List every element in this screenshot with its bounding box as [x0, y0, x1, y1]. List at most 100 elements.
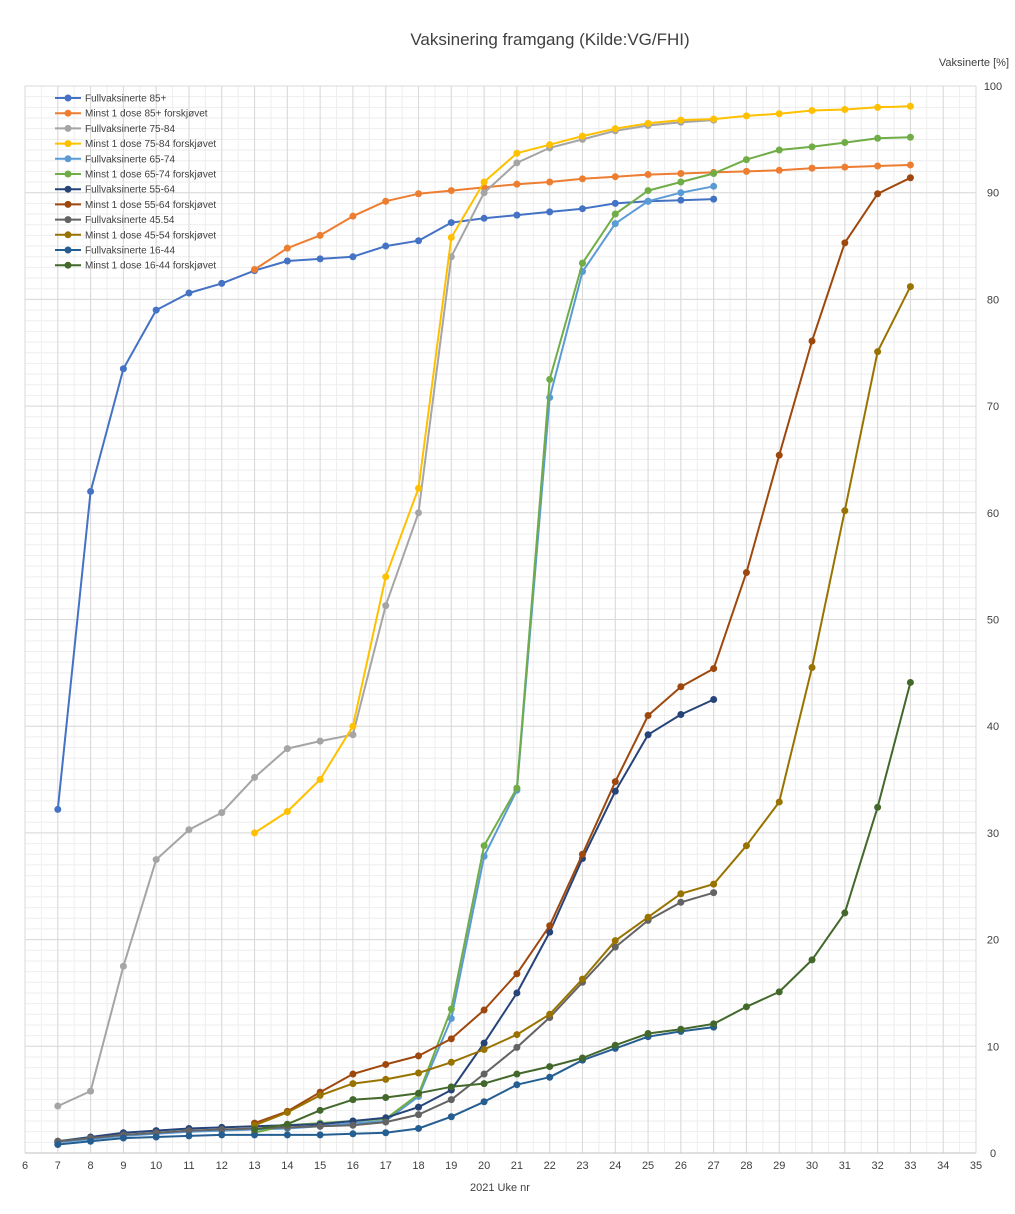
x-tick-label: 20	[478, 1160, 490, 1172]
data-point	[480, 1006, 488, 1014]
data-point	[578, 850, 586, 858]
data-point	[677, 189, 685, 197]
data-point	[611, 1041, 619, 1049]
data-point	[447, 1096, 455, 1104]
data-point	[513, 989, 521, 997]
data-point	[283, 1120, 291, 1128]
x-axis-label: 2021 Uke nr	[470, 1182, 530, 1194]
x-tick-label: 11	[183, 1160, 194, 1172]
data-point	[480, 1039, 488, 1047]
data-point	[480, 189, 488, 197]
data-point	[710, 169, 718, 177]
data-point	[546, 1063, 554, 1071]
data-point	[480, 178, 488, 186]
y-tick-label: 0	[990, 1148, 996, 1160]
x-tick-label: 30	[806, 1160, 818, 1172]
data-point	[316, 1122, 324, 1130]
data-point	[513, 149, 521, 157]
data-point	[808, 107, 816, 115]
legend-label: Minst 1 dose 45-54 forskjøvet	[85, 230, 216, 241]
legend-label: Fullvaksinerte 85+	[85, 94, 167, 105]
x-tick-label: 29	[773, 1160, 785, 1172]
data-point	[87, 487, 95, 495]
data-point	[119, 1134, 127, 1142]
legend-label: Minst 1 dose 75-84 forskjøvet	[85, 139, 216, 150]
data-point	[251, 829, 259, 837]
data-point	[349, 1121, 357, 1129]
x-tick-label: 23	[576, 1160, 588, 1172]
legend-label: Minst 1 dose 16-44 forskjøvet	[85, 261, 216, 272]
data-point	[480, 214, 488, 222]
data-point	[742, 112, 750, 120]
data-point	[644, 197, 652, 205]
chart-title: Vaksinering framgang (Kilde:VG/FHI)	[410, 30, 690, 49]
legend-label: Fullvaksinerte 65-74	[85, 154, 175, 165]
x-tick-label: 10	[150, 1160, 162, 1172]
data-point	[316, 1091, 324, 1099]
x-tick-label: 33	[904, 1160, 916, 1172]
data-point	[644, 119, 652, 127]
data-point	[349, 722, 357, 730]
data-point	[283, 808, 291, 816]
legend-marker	[64, 246, 72, 254]
y-axis-label: Vaksinerte [%]	[938, 57, 1009, 69]
data-point	[447, 1035, 455, 1043]
data-point	[808, 956, 816, 964]
data-point	[283, 1108, 291, 1116]
data-point	[480, 842, 488, 850]
y-tick-label: 30	[987, 828, 999, 840]
legend-marker	[64, 216, 72, 224]
data-point	[349, 1070, 357, 1078]
legend-marker	[64, 155, 72, 163]
data-point	[447, 1058, 455, 1066]
data-point	[611, 943, 619, 951]
data-point	[611, 210, 619, 218]
data-point	[415, 237, 423, 245]
data-point	[710, 880, 718, 888]
data-point	[349, 253, 357, 261]
data-point	[578, 1054, 586, 1062]
data-point	[152, 856, 160, 864]
data-point	[251, 1126, 259, 1134]
data-point	[874, 162, 882, 170]
data-point	[283, 257, 291, 265]
x-tick-label: 16	[347, 1160, 359, 1172]
data-point	[87, 1137, 95, 1145]
data-point	[513, 211, 521, 219]
data-point	[677, 890, 685, 898]
data-point	[710, 195, 718, 203]
data-point	[54, 805, 62, 813]
data-point	[251, 266, 259, 274]
data-point	[874, 134, 882, 142]
legend-marker	[64, 170, 72, 178]
data-point	[677, 116, 685, 124]
data-point	[578, 205, 586, 213]
data-point	[742, 167, 750, 175]
x-tick-label: 13	[248, 1160, 260, 1172]
data-point	[447, 1015, 455, 1023]
data-point	[382, 1118, 390, 1126]
data-point	[349, 1130, 357, 1138]
data-point	[906, 174, 914, 182]
data-point	[546, 922, 554, 930]
data-point	[185, 289, 193, 297]
legend-marker	[64, 231, 72, 239]
data-point	[906, 161, 914, 169]
data-point	[87, 1087, 95, 1095]
data-point	[578, 259, 586, 267]
data-point	[644, 731, 652, 739]
x-tick-label: 27	[708, 1160, 720, 1172]
data-point	[611, 778, 619, 786]
data-point	[382, 1075, 390, 1083]
data-point	[251, 1131, 259, 1139]
data-point	[578, 975, 586, 983]
data-point	[54, 1102, 62, 1110]
x-tick-label: 9	[120, 1160, 126, 1172]
data-point	[513, 1081, 521, 1089]
data-point	[644, 1029, 652, 1037]
x-tick-label: 12	[216, 1160, 228, 1172]
data-point	[185, 1127, 193, 1135]
data-point	[775, 166, 783, 174]
legend-label: Minst 1 dose 55-64 forskjøvet	[85, 200, 216, 211]
